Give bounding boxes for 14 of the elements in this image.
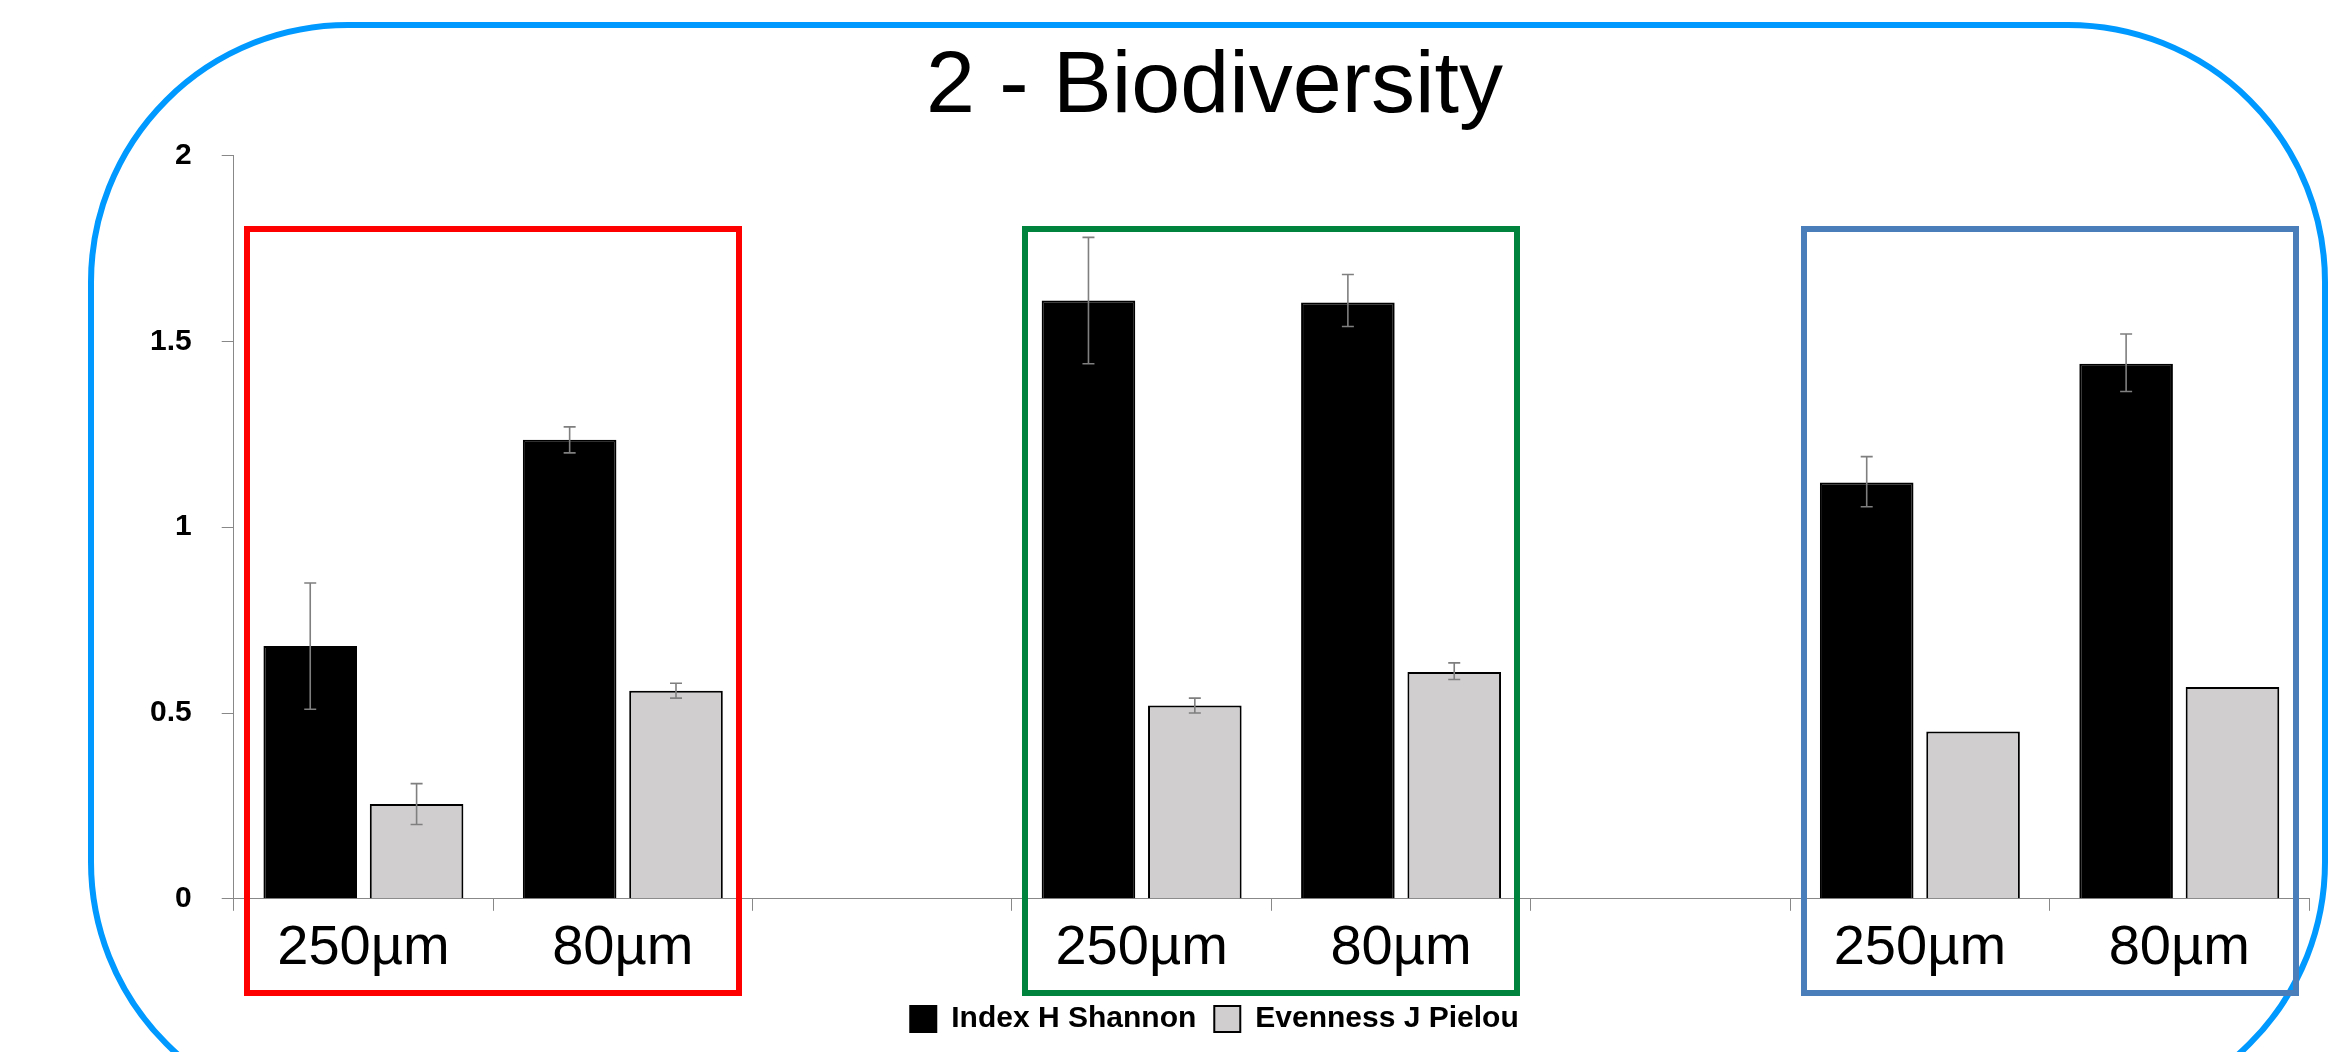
y-tick-label: 2 [175, 136, 192, 170]
legend-label: Index H Shannon [951, 1000, 1197, 1034]
x-tick-label: 80µm [1330, 912, 1472, 976]
x-tick-label: 250µm [1055, 912, 1228, 976]
x-tick-label: 80µm [2108, 912, 2250, 976]
y-tick-label: 1 [175, 508, 192, 542]
chart-title: 2 - Biodiversity [925, 32, 1504, 132]
y-tick-label: 0 [175, 880, 192, 914]
x-tick-label: 250µm [1833, 912, 2007, 976]
legend-label: Evenness J Pielou [1255, 1000, 1519, 1034]
y-tick-label: 0.5 [149, 694, 192, 728]
y-tick-label: 1.5 [149, 322, 192, 356]
x-tick-label: 80µm [552, 912, 694, 976]
x-tick-label: 250µm [277, 912, 450, 976]
